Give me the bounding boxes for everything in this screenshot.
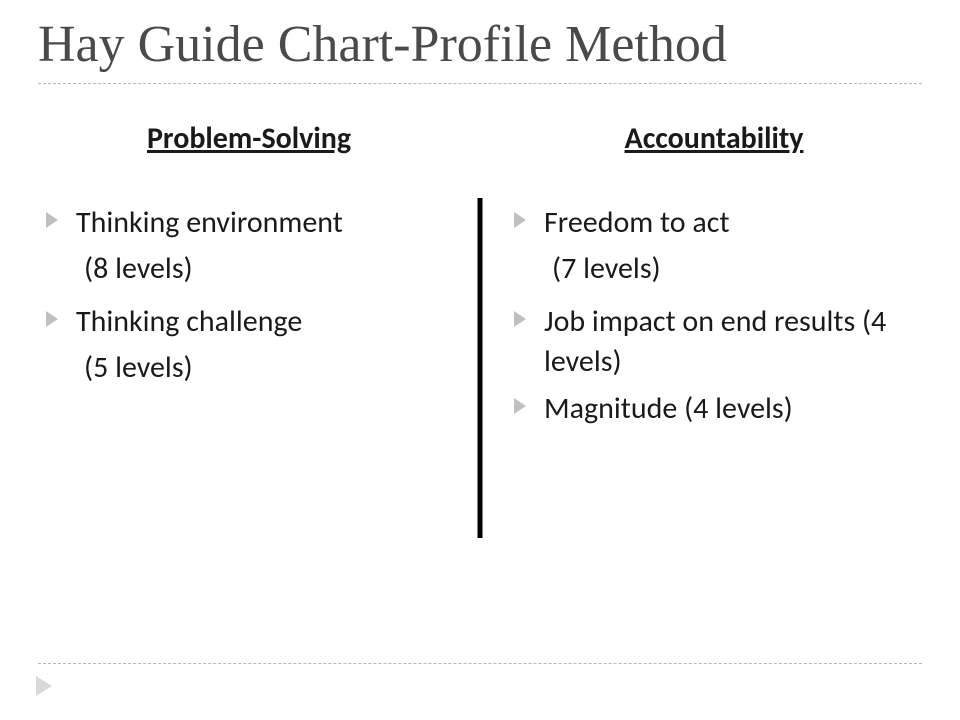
bullet-icon	[46, 212, 58, 228]
list-item: Freedom to act	[514, 203, 922, 244]
columns-container: Problem-Solving Thinking environment (8 …	[38, 120, 922, 436]
list-item: Magnitude (4 levels)	[514, 389, 922, 430]
bullet-label: Thinking challenge	[76, 303, 302, 340]
bullet-sub: (5 levels)	[54, 348, 460, 389]
bullet-sub: (8 levels)	[54, 249, 460, 290]
slide: Hay Guide Chart-Profile Method Problem-S…	[0, 0, 960, 720]
bullet-label: Job impact on end results (4 levels)	[544, 303, 886, 381]
bullet-label: Freedom to act	[544, 204, 730, 241]
bullet-label: Magnitude (4 levels)	[544, 390, 793, 427]
page-title: Hay Guide Chart-Profile Method	[38, 18, 922, 73]
bullet-label: Thinking environment	[76, 204, 343, 241]
vertical-divider	[478, 198, 483, 538]
left-heading: Problem-Solving	[38, 120, 460, 157]
left-bullets: Thinking environment (8 levels) Thinking…	[38, 203, 460, 389]
list-item: Job impact on end results (4 levels)	[514, 302, 922, 383]
footer-arrow-icon	[36, 676, 52, 696]
column-right: Accountability Freedom to act (7 levels)…	[480, 120, 922, 436]
bullet-icon	[514, 398, 526, 414]
footer-divider	[38, 663, 922, 664]
list-item: Thinking challenge	[46, 302, 460, 343]
right-heading: Accountability	[506, 120, 922, 157]
column-left: Problem-Solving Thinking environment (8 …	[38, 120, 480, 436]
bullet-sub: (7 levels)	[522, 249, 922, 290]
bullet-icon	[514, 311, 526, 327]
bullet-icon	[46, 311, 58, 327]
list-item: Thinking environment	[46, 203, 460, 244]
title-divider	[38, 83, 922, 84]
bullet-icon	[514, 212, 526, 228]
right-bullets: Freedom to act (7 levels) Job impact on …	[506, 203, 922, 430]
